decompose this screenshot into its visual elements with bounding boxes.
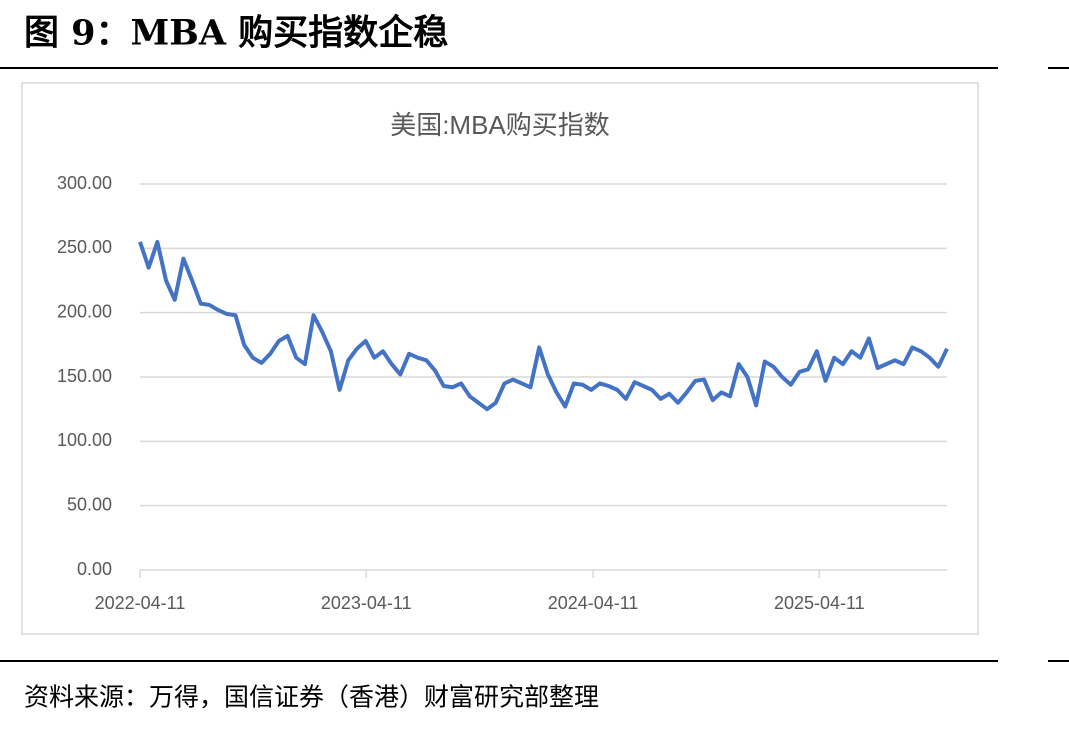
- y-tick-label: 200.00: [57, 301, 112, 321]
- y-tick-label: 150.00: [57, 366, 112, 386]
- y-tick-label: 50.00: [67, 494, 112, 514]
- x-tick-label: 2025-04-11: [774, 593, 865, 613]
- series-line: [138, 239, 949, 412]
- x-tick-label: 2022-04-11: [95, 593, 186, 613]
- y-tick-label: 100.00: [57, 430, 112, 450]
- source-note: 资料来源：万得，国信证券（香港）财富研究部整理: [24, 683, 599, 712]
- x-tick-label: 2023-04-11: [321, 593, 412, 613]
- y-tick-label: 250.00: [57, 237, 112, 257]
- y-tick-label: 0.00: [77, 559, 112, 579]
- y-tick-label: 300.00: [57, 173, 112, 193]
- figure-title: 图 9：MBA 购买指数企稳: [24, 13, 448, 54]
- chart-title: 美国:MBA购买指数: [390, 110, 610, 140]
- x-tick-label: 2024-04-11: [548, 593, 639, 613]
